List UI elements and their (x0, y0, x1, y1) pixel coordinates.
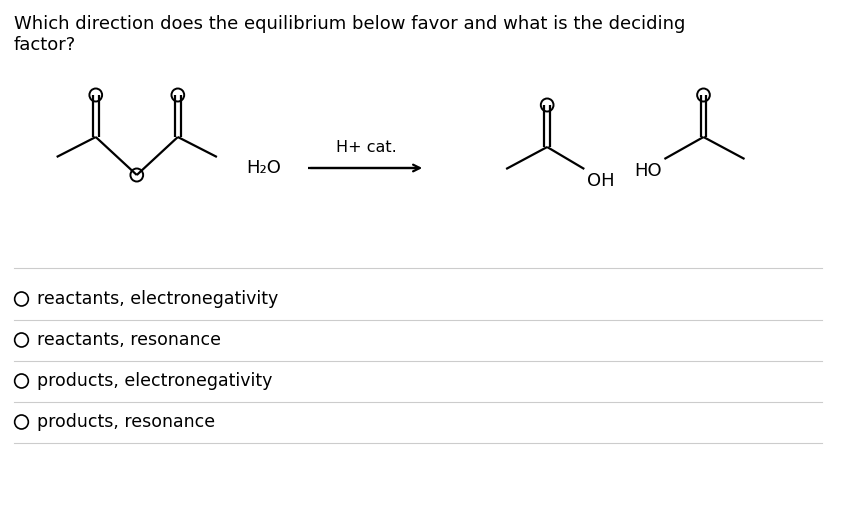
Text: reactants, resonance: reactants, resonance (37, 331, 221, 349)
Text: HO: HO (634, 162, 662, 180)
Text: reactants, electronegativity: reactants, electronegativity (37, 290, 279, 308)
Text: Which direction does the equilibrium below favor and what is the deciding: Which direction does the equilibrium bel… (14, 15, 685, 33)
Text: H+ cat.: H+ cat. (336, 140, 397, 155)
Text: OH: OH (587, 172, 615, 190)
Text: factor?: factor? (14, 36, 76, 54)
Text: products, electronegativity: products, electronegativity (37, 372, 273, 390)
Text: H₂O: H₂O (246, 159, 281, 177)
Text: products, resonance: products, resonance (37, 413, 215, 431)
